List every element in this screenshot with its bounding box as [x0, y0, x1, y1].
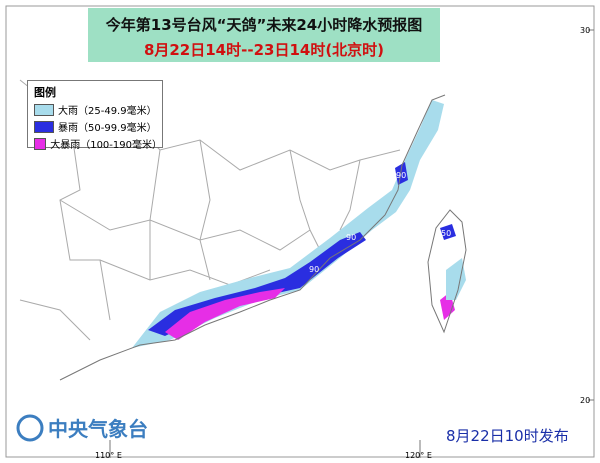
latitude-label: 20 [580, 396, 590, 405]
latitude-label: 30 [580, 26, 590, 35]
issue-time: 8月22日10时发布 [446, 427, 569, 445]
organization: 中央气象台 [48, 417, 148, 441]
map-frame [5, 5, 595, 458]
contour-label: 90 [396, 171, 406, 180]
longitude-label: 110° E [95, 451, 122, 460]
title-box: 今年第13号台风“天鸽”未来24小时降水预报图 8月22日14时--23日14时… [88, 8, 440, 62]
contour-label: 50 [441, 229, 451, 238]
legend-swatch [34, 103, 54, 116]
subtitle: 8月22日14时--23日14时(北京时) [143, 41, 385, 59]
contour-label: 90 [346, 233, 356, 242]
legend-swatch [34, 120, 54, 133]
legend-title: 图例 [34, 86, 56, 99]
coastline [59, 94, 446, 381]
legend-swatch [34, 137, 47, 150]
graticule-ticks [109, 29, 594, 458]
legend-label: 大暴雨（100-190毫米） [50, 140, 162, 151]
taiwan-coastline [427, 209, 467, 334]
legend-entry: 大暴雨（100-190毫米） [34, 136, 162, 151]
legend-entry: 暴雨（50-99.9毫米） [34, 119, 162, 134]
contour-label: 90 [309, 265, 319, 274]
legend-entry: 大雨（25-49.9毫米） [34, 102, 162, 117]
title: 今年第13号台风“天鸽”未来24小时降水预报图 [105, 16, 423, 34]
logo [16, 414, 44, 442]
legend: 图例 大雨（25-49.9毫米） 暴雨（50-99.9毫米） 大暴雨（100-190… [27, 80, 163, 151]
province-borders [19, 79, 401, 341]
torrential-rain-area [165, 288, 285, 340]
legend-label: 大雨（25-49.9毫米） [58, 106, 157, 117]
longitude-label: 120° E [405, 451, 432, 460]
rainstorm-area [440, 224, 456, 240]
legend-label: 暴雨（50-99.9毫米） [58, 123, 157, 134]
heavy-rain-area [446, 258, 466, 300]
rainstorm-area [395, 162, 408, 185]
